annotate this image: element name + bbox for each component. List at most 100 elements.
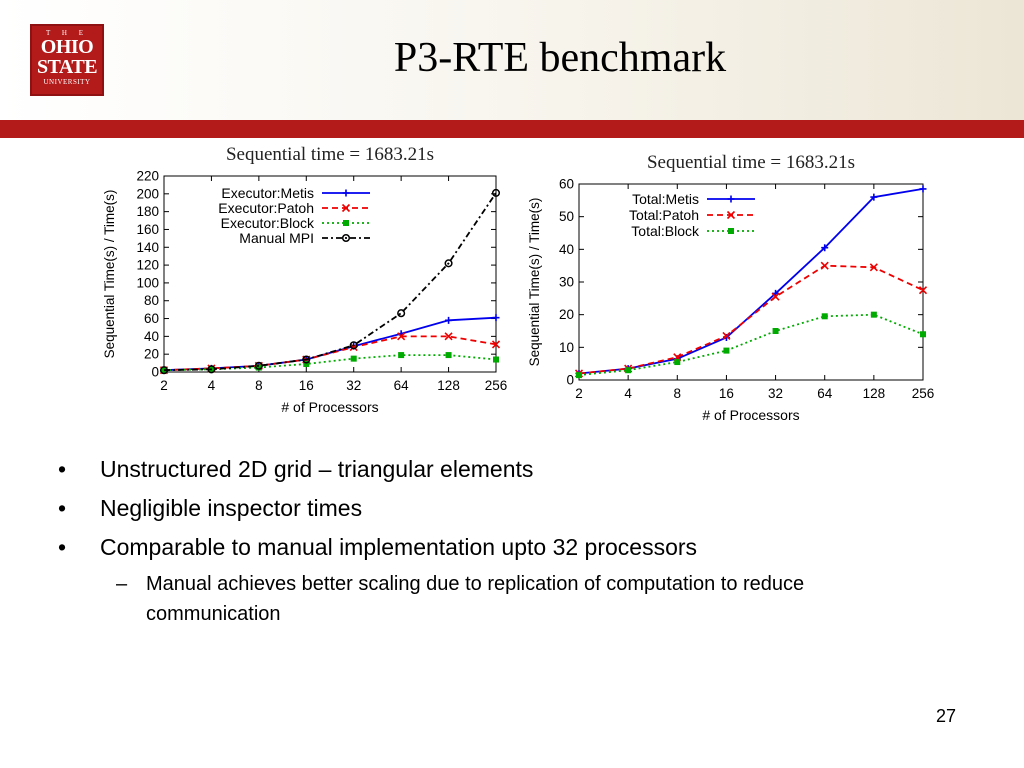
legend-marker-executor-metis — [342, 189, 350, 197]
series-line-total-patoh — [578, 264, 924, 375]
data-point-executor-block — [493, 356, 499, 363]
header-band — [0, 120, 1024, 138]
data-point-executor-block — [161, 367, 167, 374]
data-point-executor-patoh — [491, 340, 501, 349]
y-tick-label: 50 — [559, 209, 574, 224]
series-total-block — [576, 311, 926, 379]
data-point-manual-mpi — [302, 355, 311, 364]
y-tick-label: 80 — [144, 293, 159, 308]
x-tick-label: 8 — [255, 378, 263, 393]
x-tick-label: 64 — [817, 386, 833, 401]
y-tick-label: 140 — [136, 240, 159, 255]
chart-executor: Sequential time = 1683.21s 0 20 40 60 80 100 12… — [100, 140, 520, 432]
y-tick-label: 10 — [559, 340, 574, 355]
data-point-executor-metis — [445, 316, 453, 324]
plot-frame — [163, 175, 497, 373]
data-point-total-block — [920, 331, 926, 338]
data-point-total-block — [772, 328, 779, 334]
bullet-text-2: Negligible inspector times — [100, 495, 363, 521]
x-tick-label: 4 — [208, 378, 216, 393]
legend-label-manual-mpi: Manual MPI — [239, 230, 314, 246]
y-tick-label: 200 — [136, 186, 159, 201]
x-tick-label: 256 — [485, 378, 508, 393]
bullet-item-3: • Comparable to manual implementation upt… — [58, 534, 698, 560]
x-tick-label: 128 — [863, 386, 886, 401]
series-line-executor-patoh — [163, 335, 497, 372]
bullet-text-1: Unstructured 2D grid – triangular elemen… — [100, 456, 534, 482]
legend-label-total-patoh: Total:Patoh — [629, 207, 699, 223]
x-axis-label: # of Processors — [281, 399, 378, 415]
data-point-total-patoh — [722, 331, 731, 340]
logo-the: T H E — [46, 29, 88, 37]
data-point-executor-block — [445, 352, 452, 359]
y-tick-label: 20 — [559, 307, 574, 322]
series-manual-mpi — [159, 188, 501, 375]
chart-background — [525, 140, 945, 432]
x-tick-label: 16 — [299, 378, 314, 393]
legend-label-total-metis: Total:Metis — [632, 191, 699, 207]
data-point-manual-mpi — [397, 309, 406, 318]
y-tick-label: 160 — [136, 222, 159, 237]
data-point-total-metis — [870, 193, 878, 201]
logo-state: STATE — [36, 56, 98, 78]
x-tick-label: 2 — [160, 378, 168, 393]
bullet-text-3: Comparable to manual implementation upto… — [100, 534, 698, 560]
sub-bullet-text-1: Manual achieves better scaling due to re… — [146, 573, 805, 625]
legend-marker-total-patoh — [726, 210, 736, 220]
y-tick-label: 60 — [559, 177, 574, 192]
data-point-manual-mpi — [444, 259, 453, 268]
chart-background — [100, 140, 520, 432]
data-point-executor-patoh — [349, 342, 358, 352]
x-axis-label: # of Processors — [702, 407, 799, 423]
x-tick-label: 64 — [394, 378, 410, 393]
data-point-total-metis — [821, 244, 829, 252]
legend-marker-total-metis — [727, 195, 735, 203]
y-tick-label: 30 — [559, 275, 574, 290]
data-point-executor-patoh — [444, 332, 453, 341]
y-tick-label: 120 — [136, 258, 159, 273]
sub-bullet-item-1: – Manual achieves better scaling due to r… — [116, 573, 805, 625]
legend-marker-executor-patoh — [341, 203, 351, 213]
x-tick-label: 4 — [624, 386, 632, 401]
logo-ohio: OHIO — [40, 36, 94, 58]
y-tick-label: 180 — [136, 204, 159, 219]
x-tick-label: 32 — [346, 378, 361, 393]
data-point-executor-block — [350, 355, 357, 362]
slide-title: P3-RTE benchmark — [393, 35, 727, 81]
x-tick-label: 8 — [674, 386, 682, 401]
bullet-item-2: • Negligible inspector times — [58, 495, 363, 521]
legend-marker-manual-mpi — [341, 233, 351, 243]
y-tick-label: 0 — [151, 365, 159, 380]
bullet-item-1: • Unstructured 2D grid – triangular eleme… — [58, 456, 534, 482]
data-point-executor-block — [303, 360, 310, 367]
data-point-total-patoh — [771, 292, 780, 301]
x-tick-label: 128 — [437, 378, 460, 393]
legend-label-executor-metis: Executor:Metis — [221, 185, 314, 201]
data-point-manual-mpi — [491, 188, 501, 197]
y-tick-label: 60 — [144, 311, 159, 326]
data-point-total-block — [821, 313, 828, 320]
y-tick-label: 0 — [566, 373, 574, 388]
chart-title: Sequential time = 1683.21s — [226, 144, 434, 165]
logo-university: UNIVERSITY — [43, 78, 91, 86]
ohio-state-logo: T H E OHIO STATE UNIVERSITY — [30, 24, 104, 96]
y-tick-label: 100 — [136, 275, 159, 290]
data-point-total-patoh — [918, 286, 928, 295]
data-point-executor-block — [398, 352, 405, 359]
data-point-manual-mpi — [159, 366, 169, 375]
legend-marker-total-block — [728, 228, 734, 234]
slide-header — [0, 0, 1024, 120]
chart-total: Sequential time = 1683.21s 0 10 20 30 40 50 60 2… — [525, 140, 945, 432]
data-point-total-patoh — [820, 261, 829, 270]
page-number: 27 — [936, 706, 957, 726]
x-tick-label: 256 — [912, 386, 935, 401]
data-point-total-patoh — [869, 263, 878, 272]
chart-title: Sequential time = 1683.21s — [647, 152, 855, 173]
series-line-total-block — [578, 313, 924, 376]
legend-marker-executor-block — [343, 220, 349, 226]
legend: Executor:MetisExecutor:PatohExecutor:Blo… — [218, 185, 370, 246]
data-point-total-block — [723, 347, 730, 354]
y-tick-label: 220 — [136, 169, 159, 184]
y-axis-label: Sequential Time(s) / Time(s) — [527, 198, 542, 367]
data-point-total-block — [625, 367, 632, 374]
